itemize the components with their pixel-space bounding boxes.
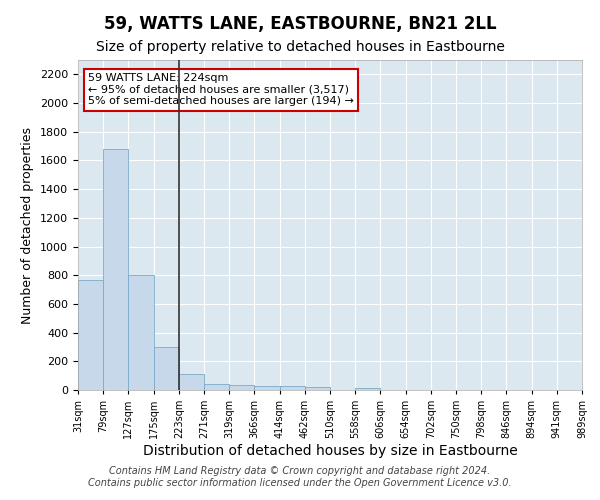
Text: 59, WATTS LANE, EASTBOURNE, BN21 2LL: 59, WATTS LANE, EASTBOURNE, BN21 2LL	[104, 15, 496, 33]
Bar	[154, 347, 179, 390]
Text: Contains HM Land Registry data © Crown copyright and database right 2024.
Contai: Contains HM Land Registry data © Crown c…	[88, 466, 512, 487]
Bar	[103, 149, 128, 390]
Bar	[355, 388, 380, 390]
Bar	[179, 374, 204, 390]
Bar	[204, 384, 229, 390]
Text: 59 WATTS LANE: 224sqm
← 95% of detached houses are smaller (3,517)
5% of semi-de: 59 WATTS LANE: 224sqm ← 95% of detached …	[88, 73, 354, 106]
Y-axis label: Number of detached properties: Number of detached properties	[22, 126, 34, 324]
Bar	[128, 275, 154, 390]
Bar	[78, 280, 103, 390]
Bar	[280, 386, 305, 390]
Text: Size of property relative to detached houses in Eastbourne: Size of property relative to detached ho…	[95, 40, 505, 54]
Bar	[254, 386, 280, 390]
Bar	[229, 385, 254, 390]
X-axis label: Distribution of detached houses by size in Eastbourne: Distribution of detached houses by size …	[143, 444, 517, 458]
Bar	[305, 387, 330, 390]
